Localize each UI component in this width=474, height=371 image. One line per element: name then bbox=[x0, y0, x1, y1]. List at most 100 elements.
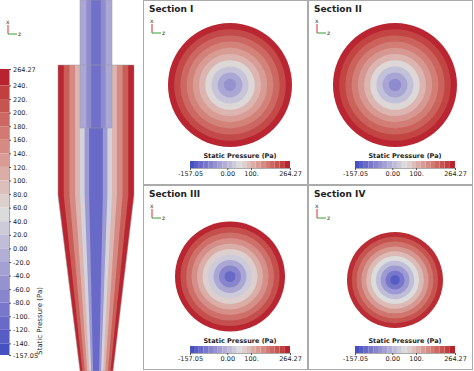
colorbar-tick-mark bbox=[9, 289, 11, 290]
colorbar-title: Static Pressure (Pa) bbox=[203, 152, 276, 160]
colorbar-title: Static Pressure (Pa) bbox=[36, 287, 44, 355]
colorbar-tick-label: -140. bbox=[13, 340, 30, 348]
colorbar-band bbox=[369, 161, 374, 168]
contour-ring bbox=[203, 249, 258, 304]
tube-outline bbox=[80, 0, 112, 128]
colorbar-tick-label: 0.00 bbox=[221, 170, 235, 178]
colorbar-tick-label: 100. bbox=[244, 355, 258, 363]
colorbar-tick-label: 100. bbox=[409, 355, 423, 363]
colorbar-tick-mark bbox=[9, 208, 11, 209]
colorbar-tick: 80.0 bbox=[9, 191, 27, 199]
colorbar-tick: -120. bbox=[9, 326, 30, 334]
colorbar-tick: -80.0 bbox=[9, 299, 30, 307]
triad-label: x bbox=[6, 18, 10, 25]
colorbar-band bbox=[275, 346, 280, 353]
contour-ring bbox=[174, 29, 286, 141]
colorbar-band bbox=[421, 161, 426, 168]
colorbar-band bbox=[359, 346, 364, 353]
colorbar-tick-label: 100. bbox=[409, 170, 423, 178]
axis-triad: xz bbox=[315, 17, 330, 36]
colorbar-band bbox=[190, 161, 194, 168]
panel-frame bbox=[309, 1, 473, 185]
colorbar-tick: -157.05 bbox=[178, 353, 203, 363]
colorbar-band bbox=[232, 161, 237, 168]
colorbar-band bbox=[0, 181, 9, 195]
colorbar-band bbox=[237, 161, 242, 168]
colorbar-tick: 220. bbox=[9, 96, 27, 104]
colorbar-tick: 264.27 bbox=[444, 353, 467, 363]
colorbar-band bbox=[421, 346, 426, 353]
colorbar-band bbox=[0, 262, 9, 276]
triad-line bbox=[317, 218, 326, 219]
colorbar-band bbox=[242, 161, 247, 168]
section-colorbar: Static Pressure (Pa)-157.050.00100.264.2… bbox=[343, 337, 467, 363]
colorbar-tick: 100. bbox=[244, 353, 258, 363]
colorbar-band bbox=[407, 161, 412, 168]
contour-ring bbox=[180, 35, 279, 134]
colorbar-band bbox=[397, 346, 402, 353]
colorbar-tick-label: -157.05 bbox=[343, 170, 368, 178]
colorbar-tick-label: -157.05 bbox=[178, 355, 203, 363]
contour-ring bbox=[168, 23, 292, 147]
colorbar-tick-mark bbox=[9, 167, 11, 168]
triad-label: z bbox=[18, 30, 21, 37]
colorbar-tick-label: -20.0 bbox=[13, 259, 30, 267]
colorbar-band bbox=[430, 346, 435, 353]
colorbar-tick-label: 100. bbox=[13, 177, 27, 185]
colorbar: 264.27240.220.200.180.160.140.120.100.80… bbox=[0, 66, 44, 360]
contour-ring bbox=[193, 48, 267, 122]
colorbar-tick-mark bbox=[9, 235, 11, 236]
colorbar-tick-label: 60.0 bbox=[13, 204, 27, 212]
colorbar-band bbox=[190, 346, 194, 353]
colorbar-tick-label: -157.05 bbox=[13, 352, 38, 360]
colorbar-band bbox=[449, 346, 455, 353]
colorbar-tick-label: 40.0 bbox=[13, 218, 27, 226]
colorbar-title: Static Pressure (Pa) bbox=[203, 337, 276, 345]
colorbar-band bbox=[373, 161, 378, 168]
colorbar-band bbox=[364, 161, 369, 168]
colorbar-band bbox=[218, 346, 223, 353]
panel-frame bbox=[144, 186, 308, 370]
colorbar-tick: 0.00 bbox=[9, 245, 27, 253]
colorbar-tick-label: 264.27 bbox=[279, 170, 302, 178]
colorbar-tick-mark bbox=[9, 262, 11, 263]
colorbar-band bbox=[232, 346, 237, 353]
colorbar-tick: 100. bbox=[9, 177, 27, 185]
colorbar-axis-line bbox=[356, 169, 456, 171]
colorbar-tick: -157.05 bbox=[178, 168, 203, 178]
colorbar-tick-label: 264.27 bbox=[279, 355, 302, 363]
contour-ring bbox=[333, 23, 457, 147]
colorbar-tick-mark bbox=[9, 303, 11, 304]
colorbar-band bbox=[265, 346, 270, 353]
section-colorbar: Static Pressure (Pa)-157.050.00100.264.2… bbox=[178, 337, 302, 363]
colorbar-band bbox=[237, 346, 242, 353]
colorbar-band bbox=[392, 161, 397, 168]
colorbar-tick-mark bbox=[9, 126, 11, 127]
colorbar-tick-label: -157.05 bbox=[178, 170, 203, 178]
colorbar-tick-mark bbox=[9, 355, 11, 356]
colorbar-tick: -140. bbox=[9, 340, 30, 348]
colorbar-tick-mark bbox=[9, 113, 11, 114]
colorbar-band bbox=[0, 85, 9, 99]
colorbar-tick: 0.00 bbox=[221, 168, 235, 178]
colorbar-tick-label: 264.27 bbox=[444, 355, 467, 363]
colorbar-band bbox=[194, 346, 199, 353]
contour-marks bbox=[168, 23, 292, 147]
colorbar-tick: -60.0 bbox=[9, 286, 30, 294]
contour-ring bbox=[224, 79, 236, 91]
colorbar-band bbox=[392, 346, 397, 353]
triad-label: z bbox=[327, 214, 330, 221]
triad-line bbox=[317, 209, 318, 218]
colorbar-band bbox=[430, 161, 435, 168]
colorbar-tick-label: -80.0 bbox=[13, 299, 30, 307]
colorbar-band bbox=[213, 346, 218, 353]
contour-ring bbox=[352, 42, 439, 129]
colorbar-tick-label: -60.0 bbox=[13, 286, 30, 294]
colorbar-tick-mark bbox=[9, 85, 11, 86]
contour-ring bbox=[211, 66, 248, 103]
colorbar-tick-mark bbox=[9, 330, 11, 331]
contour-ring bbox=[345, 35, 444, 134]
colorbar-tick: 264.27 bbox=[444, 168, 467, 178]
colorbar-tick: -157.05 bbox=[343, 353, 368, 363]
colorbar-tick-label: -120. bbox=[13, 326, 30, 334]
